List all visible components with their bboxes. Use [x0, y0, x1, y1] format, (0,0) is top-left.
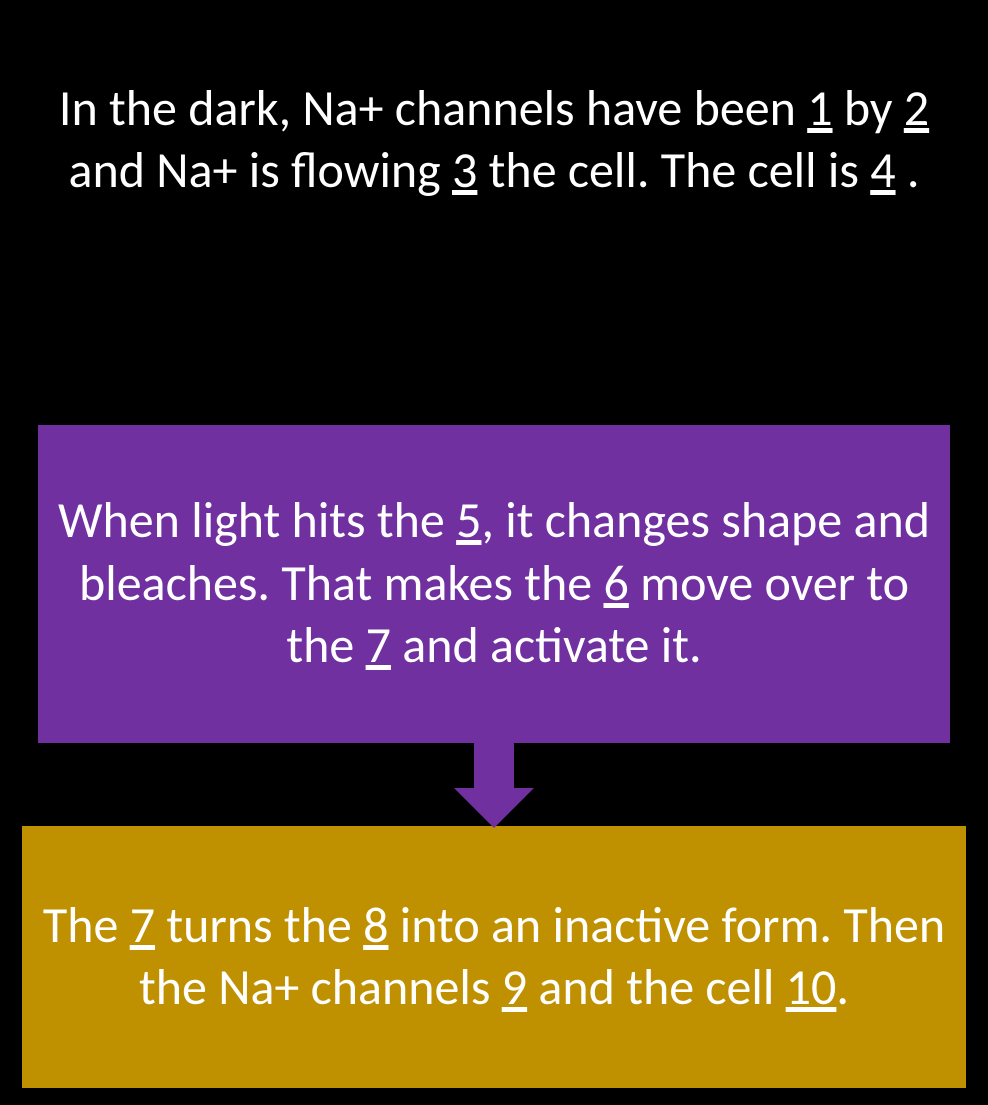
text-segment: 6: [603, 553, 628, 614]
text-segment: 7: [366, 615, 391, 676]
text-segment: .: [836, 957, 849, 1018]
text-segment: turns the: [155, 895, 363, 956]
text-segment: 7: [130, 895, 155, 956]
text-segment: In the dark, Na+ channels have been: [59, 78, 807, 139]
arrow-stem: [474, 743, 514, 791]
text-segment: by: [833, 78, 904, 139]
text-segment: and Na+ is flowing: [69, 140, 453, 201]
box3: The 7 turns the 8 into an inactive form.…: [22, 826, 966, 1088]
box2: When light hits the 5, it changes shape …: [38, 425, 950, 743]
text-segment: 8: [363, 895, 388, 956]
box1: In the dark, Na+ channels have been 1 by…: [22, 10, 966, 270]
text-segment: 4: [870, 140, 895, 201]
arrow-head: [454, 788, 534, 828]
text-segment: 3: [452, 140, 477, 201]
text-segment: .: [896, 140, 920, 201]
text-segment: 1: [807, 78, 832, 139]
text-segment: 5: [456, 490, 481, 551]
text-segment: 2: [904, 78, 929, 139]
text-segment: and the cell: [527, 957, 786, 1018]
box2-text: When light hits the 5, it changes shape …: [56, 490, 932, 678]
text-segment: The: [43, 895, 130, 956]
slide: In the dark, Na+ channels have been 1 by…: [0, 0, 988, 1105]
box1-text: In the dark, Na+ channels have been 1 by…: [40, 78, 948, 203]
text-segment: When light hits the: [58, 490, 456, 551]
text-segment: 9: [502, 957, 527, 1018]
text-segment: 10: [786, 957, 837, 1018]
text-segment: the cell. The cell is: [477, 140, 870, 201]
text-segment: and activate it.: [391, 615, 702, 676]
box3-text: The 7 turns the 8 into an inactive form.…: [40, 895, 948, 1020]
